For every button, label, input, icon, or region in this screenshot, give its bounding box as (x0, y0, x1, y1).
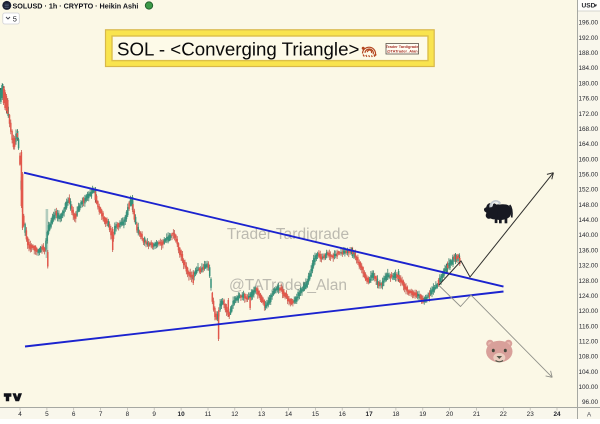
svg-text:156.00: 156.00 (578, 172, 598, 179)
svg-text:100.00: 100.00 (578, 384, 598, 391)
svg-text:108.00: 108.00 (578, 354, 598, 361)
svg-text:A: A (587, 412, 592, 419)
svg-text:15: 15 (312, 411, 320, 418)
svg-text:96.00: 96.00 (582, 399, 598, 406)
svg-text:22: 22 (500, 411, 508, 418)
svg-text:112.00: 112.00 (579, 339, 599, 346)
svg-text:▾: ▾ (595, 3, 598, 9)
svg-text:6: 6 (72, 411, 76, 418)
svg-text:7: 7 (99, 411, 103, 418)
svg-text:9: 9 (152, 411, 156, 418)
svg-text:136.00: 136.00 (578, 247, 598, 254)
svg-text:USD: USD (582, 3, 596, 10)
svg-text:11: 11 (205, 411, 212, 418)
svg-text:116.00: 116.00 (579, 323, 599, 330)
svg-text:21: 21 (473, 411, 481, 418)
svg-text:132.00: 132.00 (578, 263, 598, 270)
svg-text:128.00: 128.00 (578, 278, 598, 285)
svg-text:5: 5 (45, 411, 49, 418)
svg-text:144.00: 144.00 (578, 217, 598, 224)
svg-text:196.00: 196.00 (578, 20, 598, 27)
svg-text:180.00: 180.00 (578, 80, 598, 87)
svg-text:192.00: 192.00 (578, 35, 598, 42)
svg-text:184.00: 184.00 (578, 65, 598, 72)
svg-text:124.00: 124.00 (578, 293, 598, 300)
svg-text:4: 4 (18, 411, 22, 418)
svg-text:@TATrader_Alan: @TATrader_Alan (229, 277, 347, 294)
svg-text:172.00: 172.00 (578, 111, 598, 118)
svg-text:@TATrader_Alan: @TATrader_Alan (387, 49, 419, 54)
svg-text:120.00: 120.00 (578, 308, 598, 315)
svg-text:SOL - <Converging Triangle>: SOL - <Converging Triangle> (117, 38, 359, 59)
svg-text:24: 24 (553, 411, 561, 418)
svg-text:SOLUSD · 1h · CRYPTO · Heikin: SOLUSD · 1h · CRYPTO · Heikin Ashi (13, 1, 139, 10)
svg-text:10: 10 (178, 411, 186, 418)
svg-text:140.00: 140.00 (578, 232, 598, 239)
svg-text:13: 13 (258, 411, 266, 418)
svg-text:12: 12 (231, 411, 239, 418)
svg-text:168.00: 168.00 (578, 126, 598, 133)
svg-text:148.00: 148.00 (578, 202, 598, 209)
svg-text:14: 14 (285, 411, 293, 418)
svg-text:164.00: 164.00 (578, 141, 598, 148)
svg-text:188.00: 188.00 (578, 50, 598, 57)
svg-text:160.00: 160.00 (578, 156, 598, 163)
svg-text:18: 18 (392, 411, 400, 418)
svg-text:Trader Tardigrade: Trader Tardigrade (386, 44, 420, 49)
svg-text:16: 16 (339, 411, 347, 418)
svg-text:8: 8 (126, 411, 130, 418)
svg-text:5: 5 (13, 14, 17, 23)
svg-text:20: 20 (446, 411, 454, 418)
svg-text:23: 23 (527, 411, 535, 418)
svg-text:19: 19 (419, 411, 427, 418)
svg-text:104.00: 104.00 (578, 369, 598, 376)
svg-text:176.00: 176.00 (578, 96, 598, 103)
svg-text:152.00: 152.00 (578, 187, 598, 194)
svg-text:17: 17 (366, 411, 374, 418)
